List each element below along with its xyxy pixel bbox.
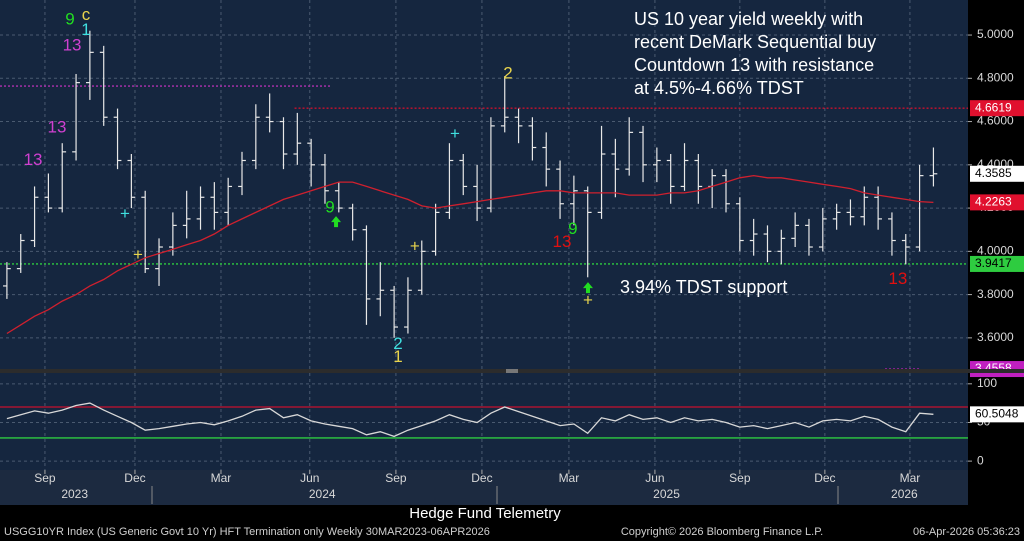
x-tick-label: Mar bbox=[559, 471, 580, 485]
y-tick-label: 4.6000 bbox=[977, 114, 1014, 128]
x-tick-label: Mar bbox=[211, 471, 232, 485]
footer-copyright: Copyright© 2026 Bloomberg Finance L.P. bbox=[621, 526, 823, 538]
demark-count: 13 bbox=[63, 35, 82, 54]
value-tag-label: 4.3585 bbox=[975, 166, 1012, 180]
layer: 5.00004.80004.60004.40004.20004.00003.80… bbox=[0, 0, 1024, 501]
demark-count: 9 bbox=[568, 219, 577, 238]
demark-count: 2 bbox=[503, 63, 512, 82]
demark-count: + bbox=[410, 236, 420, 255]
demark-count: 13 bbox=[24, 150, 43, 169]
demark-count: + bbox=[450, 124, 460, 143]
rsi-panel bbox=[0, 373, 968, 470]
support-note: 3.94% TDST support bbox=[620, 277, 787, 297]
layer: 60.5048 bbox=[970, 406, 1024, 423]
value-tag bbox=[970, 255, 1024, 272]
y-tick-label: 3.8000 bbox=[977, 287, 1014, 301]
footer-title: Hedge Fund Telemetry bbox=[409, 505, 561, 522]
y-tick-label: 4.0000 bbox=[977, 244, 1014, 258]
footer-area bbox=[0, 505, 1024, 541]
x-tick-label: Sep bbox=[385, 471, 407, 485]
year-label: 2023 bbox=[61, 487, 88, 501]
demark-count: + bbox=[583, 291, 593, 310]
demark-count: 13 bbox=[888, 269, 907, 288]
x-axis-area bbox=[0, 470, 968, 505]
x-tick-label: Dec bbox=[814, 471, 835, 485]
scroll-handle bbox=[506, 369, 518, 373]
demark-count: 1 bbox=[81, 20, 90, 39]
x-tick-label: Sep bbox=[729, 471, 751, 485]
demark-count: 1 bbox=[393, 347, 402, 366]
note-line: recent DeMark Sequential buy bbox=[634, 32, 876, 52]
value-tag-label: 3.4558 bbox=[975, 361, 1012, 375]
value-tag-label: 4.6619 bbox=[975, 100, 1012, 114]
x-tick-label: Sep bbox=[34, 471, 56, 485]
note-line: US 10 year yield weekly with bbox=[634, 9, 863, 29]
demark-count: + bbox=[120, 204, 130, 223]
value-tag-label: 4.2263 bbox=[975, 195, 1012, 209]
y-tick-label: 3.6000 bbox=[977, 330, 1014, 344]
value-tag bbox=[970, 165, 1024, 182]
year-label: 2025 bbox=[653, 487, 680, 501]
x-tick-label: Dec bbox=[124, 471, 145, 485]
moving-average bbox=[6, 174, 934, 335]
note-line: at 4.5%-4.66% TDST bbox=[634, 78, 804, 98]
footer-source: USGG10YR Index (US Generic Govt 10 Yr) H… bbox=[4, 526, 490, 538]
value-tag-label: 60.5048 bbox=[975, 407, 1019, 421]
buy-arrow bbox=[331, 216, 342, 228]
demark-count: 13 bbox=[48, 118, 67, 137]
demark-count: c bbox=[82, 5, 91, 24]
note-line: Countdown 13 with resistance bbox=[634, 55, 874, 75]
year-label: 2026 bbox=[891, 487, 918, 501]
buy-arrow bbox=[582, 282, 593, 294]
x-tick-label: Dec bbox=[471, 471, 492, 485]
rsi-line bbox=[6, 402, 934, 438]
x-tick-label: Jun bbox=[645, 471, 664, 485]
demark-count: + bbox=[133, 245, 143, 264]
year-label: 2024 bbox=[309, 487, 336, 501]
y-tick-label: 4.8000 bbox=[977, 70, 1014, 84]
demark-count: 9 bbox=[325, 198, 334, 217]
y-tick-label: 100 bbox=[977, 376, 997, 390]
x-tick-label: Mar bbox=[900, 471, 921, 485]
demark-count: 9 bbox=[65, 9, 74, 28]
value-tag bbox=[970, 406, 1024, 423]
value-tag bbox=[970, 194, 1024, 211]
x-tick-label: Jun bbox=[300, 471, 319, 485]
y-tick-label: 0 bbox=[977, 453, 984, 467]
price-panel bbox=[0, 0, 968, 369]
value-tag-label: 3.9417 bbox=[975, 256, 1012, 270]
demark-count: 13 bbox=[553, 232, 572, 251]
y-tick-label: 5.0000 bbox=[977, 27, 1014, 41]
value-tag bbox=[970, 100, 1024, 117]
footer-timestamp: 06-Apr-2026 05:36:23 bbox=[913, 526, 1020, 538]
demark-count: 2 bbox=[393, 334, 402, 353]
